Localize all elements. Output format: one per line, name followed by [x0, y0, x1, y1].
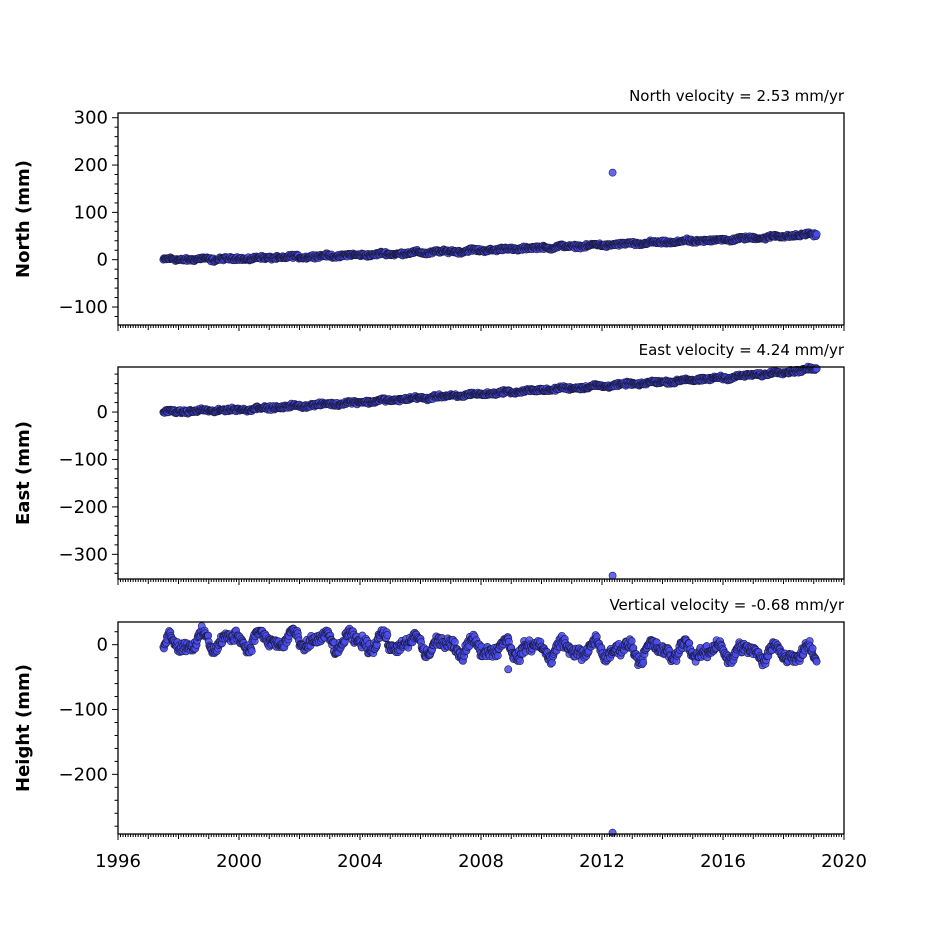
- y-tick-label: 100: [74, 202, 108, 223]
- outlier-point: [504, 665, 513, 674]
- y-tick-label: 0: [97, 402, 108, 423]
- height-panel: −200 −100 0 1996 2000 2004 2008 2012 2016 2020 Ver…: [13, 596, 867, 872]
- y-tick-label: 300: [74, 108, 108, 129]
- x-tick-label: 2016: [700, 851, 746, 872]
- y-tick-label: 200: [74, 155, 108, 176]
- x-tick-label: 2008: [458, 851, 504, 872]
- outlier-point: [608, 828, 617, 837]
- y-tick-label: −100: [59, 297, 108, 318]
- y-tick-label: −100: [59, 700, 108, 721]
- data-point: [548, 658, 556, 667]
- y-tick-label: −200: [59, 764, 108, 785]
- x-tick-label: 2020: [821, 851, 867, 872]
- data-point: [812, 230, 821, 239]
- east-y-axis-label: East (mm): [13, 421, 34, 525]
- north-velocity-title: North velocity = 2.53 mm/yr: [629, 87, 845, 105]
- data-point: [639, 658, 648, 667]
- height-points: [159, 622, 821, 837]
- data-point: [450, 638, 459, 646]
- data-point: [627, 637, 636, 645]
- data-point: [808, 644, 817, 653]
- y-tick-label: 0: [97, 635, 108, 656]
- x-tick-label: 2004: [337, 851, 383, 872]
- y-tick-label: −200: [59, 497, 108, 518]
- east-axes-frame: [117, 366, 845, 580]
- data-point: [383, 631, 392, 639]
- data-point: [812, 657, 821, 666]
- y-tick-label: 0: [97, 250, 108, 271]
- north-y-axis-label: North (mm): [13, 160, 34, 278]
- north-points: [159, 168, 821, 266]
- y-tick-label: −300: [59, 544, 108, 565]
- data-point: [516, 657, 524, 665]
- height-y-axis-label: Height (mm): [13, 664, 34, 792]
- x-tick-label: 1996: [95, 851, 141, 872]
- data-point: [247, 647, 256, 656]
- data-point: [812, 364, 821, 373]
- x-tick-label: 2012: [579, 851, 625, 872]
- east-panel: −300 −200 −100 0 East velocity = 4.24 mm/yr E…: [13, 341, 845, 585]
- east-velocity-title: East velocity = 4.24 mm/yr: [639, 341, 845, 359]
- north-axes-frame: [117, 112, 845, 326]
- x-tick-label: 2000: [216, 851, 262, 872]
- east-points: [159, 362, 821, 580]
- height-velocity-title: Vertical velocity = -0.68 mm/yr: [609, 596, 844, 614]
- y-tick-label: −100: [59, 449, 108, 470]
- north-panel: −100 0 100 200 300 North velocity = 2.53 mm/y…: [13, 87, 845, 331]
- outlier-point: [608, 571, 617, 580]
- outlier-point: [608, 168, 617, 177]
